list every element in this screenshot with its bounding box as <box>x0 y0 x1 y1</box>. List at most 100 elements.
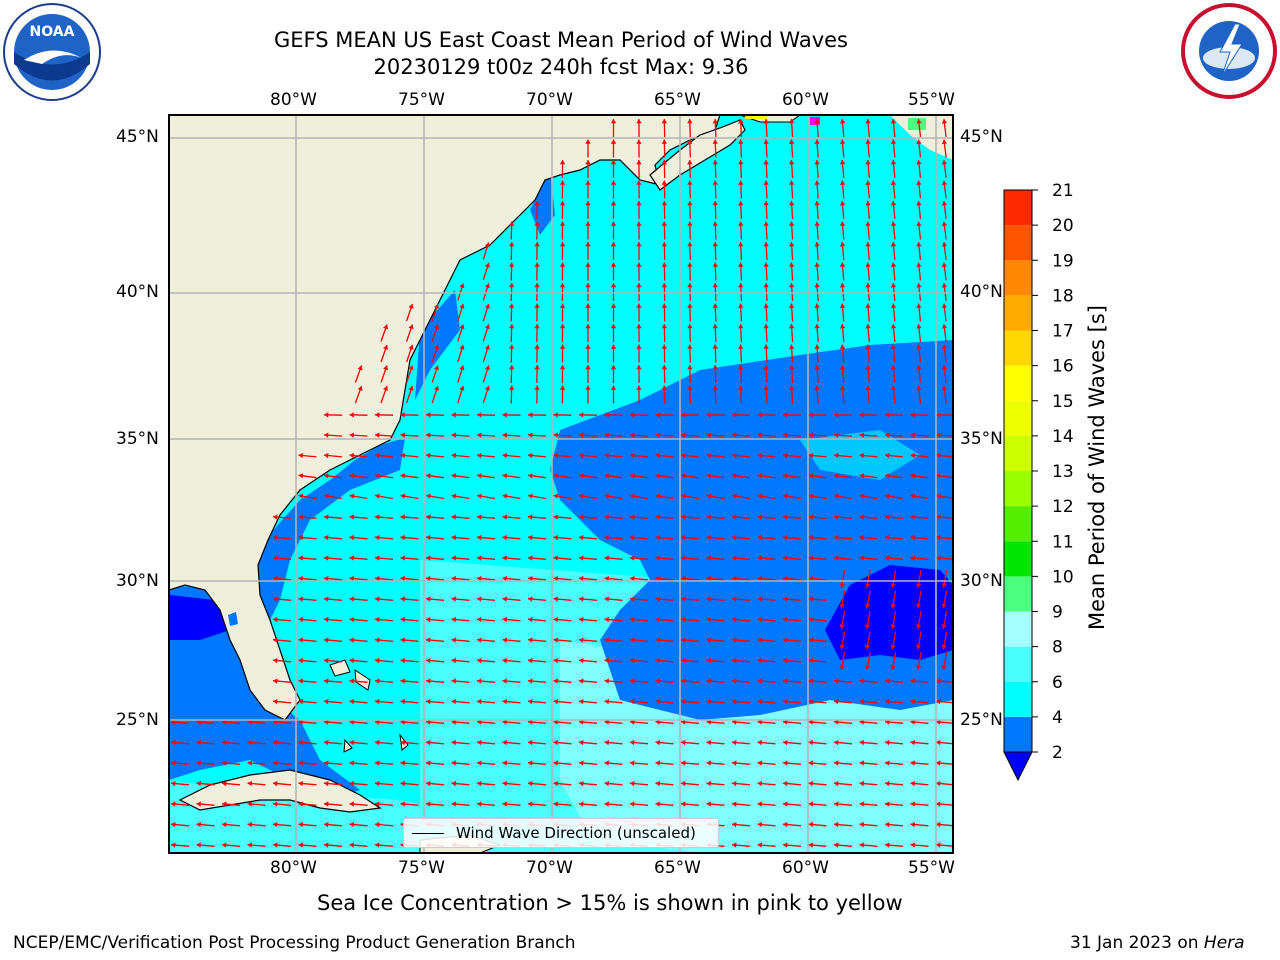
wave-arrow-head <box>553 678 558 684</box>
wave-arrow-head <box>738 303 744 308</box>
wave-arrow-head <box>509 242 515 247</box>
wave-arrow-head <box>579 596 584 602</box>
wave-arrow-head <box>604 493 610 499</box>
wave-arrow-head <box>585 180 591 185</box>
wave-arrow-head <box>196 842 201 848</box>
wave-arrow-head <box>196 739 201 746</box>
wave-arrow-head <box>222 780 227 787</box>
wave-arrow-head <box>484 385 490 391</box>
land-cuba <box>178 769 382 813</box>
wave-arrow-head <box>890 221 897 226</box>
wave-arrow-head <box>655 473 661 479</box>
wave-arrow-head <box>426 432 431 438</box>
wave-arrow-head <box>604 739 609 746</box>
wave-arrow-head <box>941 262 948 268</box>
wave-arrow-head <box>859 678 864 684</box>
wave-arrow-head <box>941 665 947 670</box>
wave-arrow-head <box>712 201 718 206</box>
colorbar-segment <box>1004 400 1032 436</box>
wave-arrow-head <box>459 283 465 289</box>
wave-arrow-head <box>814 180 820 185</box>
wave-arrow-head <box>763 201 769 206</box>
wave-arrow-head <box>553 452 558 459</box>
wave-arrow-head <box>400 698 405 705</box>
lon-label-top: 60°W <box>782 90 829 110</box>
wave-arrow-head <box>426 657 431 664</box>
wave-arrow-head <box>687 344 693 349</box>
colorbar-segment <box>1004 576 1032 612</box>
colorbar-extend-triangle <box>1003 751 1033 782</box>
wave-arrow-head <box>916 344 922 349</box>
wave-arrow-head <box>808 842 813 848</box>
wave-arrow-head <box>885 493 890 499</box>
wave-arrow-head <box>528 432 533 438</box>
wave-arrow-head <box>324 412 329 418</box>
wave-arrow-head <box>502 698 507 705</box>
wave-arrow-head <box>553 493 559 499</box>
wave-arrow-head <box>630 739 635 746</box>
wave-arrow-head <box>808 473 814 479</box>
wave-arrow-head <box>681 616 686 623</box>
wave-arrow-head <box>349 698 354 705</box>
wave-arrow-head <box>834 821 839 828</box>
wave-arrow-head <box>502 412 507 418</box>
wave-arrow-head <box>298 760 303 766</box>
lon-label-top: 55°W <box>908 90 955 110</box>
wave-arrow-head <box>459 365 465 371</box>
wave-arrow-head <box>732 739 737 746</box>
wave-arrow-head <box>636 344 642 349</box>
wave-arrow-head <box>681 760 686 766</box>
wave-arrow-head <box>814 201 820 206</box>
wave-arrow-head <box>426 412 431 418</box>
wave-arrow-head <box>400 637 405 643</box>
wave-arrow-head <box>687 201 693 206</box>
wave-arrow-head <box>890 119 897 124</box>
wave-arrow-head <box>400 452 405 459</box>
wave-arrow-head <box>865 221 871 226</box>
wave-arrow-head <box>579 698 584 705</box>
wave-arrow-head <box>941 221 948 227</box>
wave-arrow-head <box>636 283 642 288</box>
wave-arrow-head <box>890 385 897 390</box>
wave-arrow-head <box>661 221 668 226</box>
wave-arrow-head <box>655 780 660 787</box>
wave-arrow-head <box>890 365 897 370</box>
wave-arrow-head <box>732 780 737 787</box>
wave-arrow-head <box>916 139 922 144</box>
wave-arrow-head <box>757 821 762 828</box>
wave-arrow-head <box>783 473 788 479</box>
wave-arrow-head <box>434 386 439 391</box>
wave-arrow-head <box>859 739 864 746</box>
wave-arrow-head <box>451 801 456 807</box>
wave-arrow-head <box>451 760 456 766</box>
lon-label-bottom: 65°W <box>654 858 701 878</box>
wave-arrow-head <box>451 698 456 705</box>
wave-arrow-head <box>553 739 558 746</box>
wave-arrow-head <box>859 452 864 459</box>
wave-arrow-head <box>839 160 846 165</box>
wave-arrow-head <box>610 344 617 349</box>
wave-arrow-head <box>655 760 660 766</box>
wave-arrow-head <box>655 616 660 623</box>
wave-arrow-head <box>604 534 609 541</box>
wave-arrow-head <box>789 180 795 185</box>
wave-arrow-head <box>865 242 871 247</box>
wave-arrow-head <box>757 432 762 438</box>
wave-arrow-head <box>687 180 693 185</box>
land-north-america <box>169 115 721 721</box>
wave-arrow-head <box>579 739 584 746</box>
wave-arrow-head <box>298 801 303 807</box>
wave-arrow-head <box>916 221 922 226</box>
wave-arrow-head <box>534 283 540 288</box>
wave-arrow-head <box>383 386 389 391</box>
wave-arrow-head <box>502 493 508 499</box>
wave-arrow-head <box>324 555 329 561</box>
wave-arrow-head <box>655 452 660 459</box>
wave-arrow-head <box>757 473 763 479</box>
wave-arrow-head <box>298 555 303 561</box>
colorbar-segment <box>1004 365 1032 401</box>
wave-arrow-head <box>834 432 839 438</box>
wave-arrow-head <box>604 678 609 684</box>
wave-arrow-head <box>171 760 176 766</box>
wave-arrow-head <box>375 514 380 520</box>
